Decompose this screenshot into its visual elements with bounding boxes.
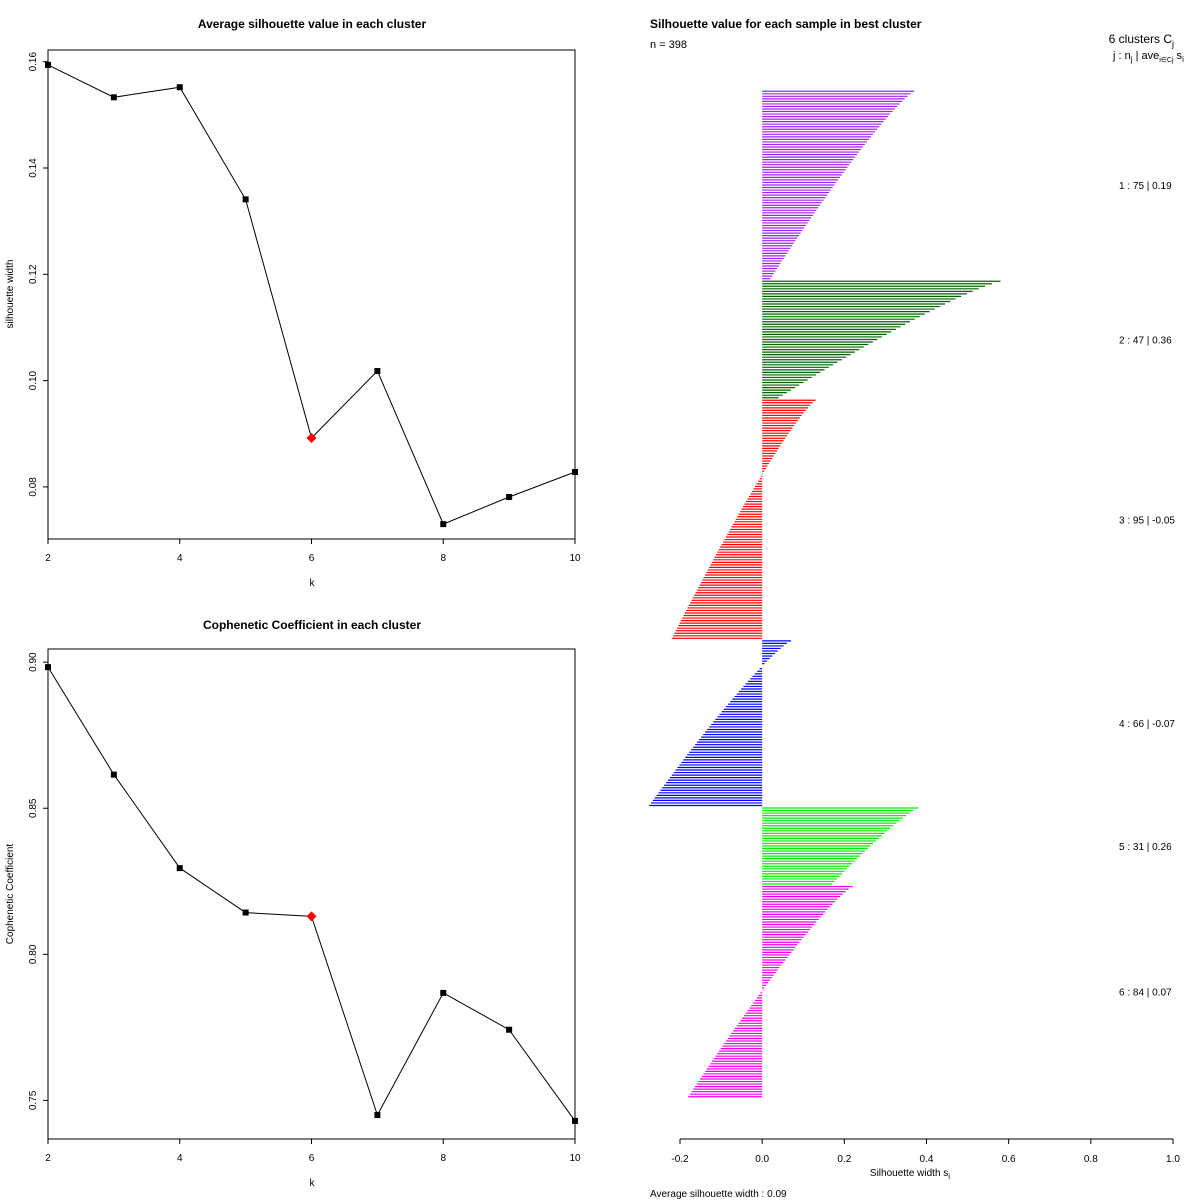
highlight-point xyxy=(306,911,317,922)
y-tick-label: 0.16 xyxy=(28,52,39,72)
x-tick-label: 10 xyxy=(569,1153,581,1164)
data-point xyxy=(440,521,447,528)
cophenetic-by-k-title: Cophenetic Coefficient in each cluster xyxy=(203,618,421,632)
data-point xyxy=(572,1117,578,1124)
data-point xyxy=(45,61,51,68)
x-tick-label: 0.2 xyxy=(837,1154,851,1165)
y-tick-label: 0.14 xyxy=(28,158,39,178)
y-tick-label: 0.90 xyxy=(28,652,39,672)
silhouette-by-k-plot-box xyxy=(47,49,576,540)
cophenetic-by-k-panel: Cophenetic Coefficient in each cluster k… xyxy=(5,618,581,1189)
series-line xyxy=(47,64,576,525)
silhouette-plot-title: Silhouette value for each sample in best… xyxy=(650,17,922,31)
x-tick-label: 4 xyxy=(177,1153,183,1164)
legend-title: 6 clusters C xyxy=(1109,32,1173,46)
x-tick-label: 6 xyxy=(309,1153,315,1164)
x-tick-label: 4 xyxy=(177,553,183,564)
highlight-point xyxy=(306,433,317,444)
cluster-legend-label: 4 : 66 | -0.07 xyxy=(1119,719,1175,730)
x-tick-label: 2 xyxy=(45,1153,51,1164)
silhouette-bars xyxy=(649,90,1001,1098)
silhouette-plot-n-label: n = 398 xyxy=(650,39,687,51)
x-tick-label: 1.0 xyxy=(1166,1154,1180,1165)
data-point xyxy=(242,196,249,203)
silhouette-x-ticks: -0.2 0.0 0.2 0.4 0.6 0.8 1.0 xyxy=(671,1139,1180,1165)
cophenetic-by-k-plot-box xyxy=(47,648,576,1140)
silhouette-by-k-xticks: 2 4 6 8 10 xyxy=(45,539,581,564)
legend-title-subscript: j xyxy=(1171,39,1174,49)
silhouette-xlabel: Silhouette width si xyxy=(870,1168,950,1181)
data-point xyxy=(110,771,117,778)
data-point xyxy=(110,94,117,101)
cluster-legend-label: 2 : 47 | 0.36 xyxy=(1119,335,1172,346)
x-tick-label: -0.2 xyxy=(671,1154,689,1165)
silhouette-by-k-series xyxy=(45,61,578,528)
silhouette-by-k-ylabel: silhouette width xyxy=(5,260,16,329)
data-point xyxy=(45,664,51,671)
cophenetic-by-k-yticks: 0.75 0.80 0.85 0.90 xyxy=(28,652,48,1110)
data-point xyxy=(506,1026,513,1033)
cophenetic-by-k-ylabel: Cophenetic Coefficient xyxy=(5,844,16,945)
cophenetic-by-k-series xyxy=(45,664,578,1124)
cluster-legend-label: 1 : 75 | 0.19 xyxy=(1119,181,1172,192)
x-tick-label: 8 xyxy=(440,553,446,564)
data-point xyxy=(572,469,578,476)
data-point xyxy=(374,368,381,375)
series-line xyxy=(47,666,576,1122)
x-tick-label: 8 xyxy=(440,1153,446,1164)
silhouette-by-k-yticks: 0.08 0.10 0.12 0.14 0.16 xyxy=(28,52,48,497)
silhouette-by-k-xlabel: k xyxy=(310,578,316,589)
legend-header: j : nj | avei∈Cj si xyxy=(1112,50,1184,64)
data-point xyxy=(440,989,447,996)
x-tick-label: 0.6 xyxy=(1002,1154,1016,1165)
y-tick-label: 0.12 xyxy=(28,264,39,284)
y-tick-label: 0.08 xyxy=(28,477,39,497)
silhouette-plot-panel: Silhouette value for each sample in best… xyxy=(649,17,1184,1200)
x-tick-label: 2 xyxy=(45,553,51,564)
silhouette-legend-header: 6 clusters C j j : nj | avei∈Cj si xyxy=(1109,32,1184,64)
data-point xyxy=(176,865,183,872)
cophenetic-by-k-xlabel: k xyxy=(310,1178,316,1189)
x-tick-label: 10 xyxy=(569,553,581,564)
y-tick-label: 0.85 xyxy=(28,798,39,818)
y-tick-label: 0.80 xyxy=(28,944,39,964)
cluster-legend-label: 6 : 84 | 0.07 xyxy=(1119,988,1172,999)
x-tick-label: 0.0 xyxy=(755,1154,769,1165)
silhouette-by-k-title: Average silhouette value in each cluster xyxy=(198,17,427,31)
cluster-legend-label: 3 : 95 | -0.05 xyxy=(1119,515,1175,526)
y-tick-label: 0.10 xyxy=(28,370,39,390)
average-silhouette-width: Average silhouette width : 0.09 xyxy=(650,1189,787,1200)
data-point xyxy=(242,909,249,916)
data-point xyxy=(374,1112,381,1119)
data-point xyxy=(506,494,513,501)
cluster-legend-label: 5 : 31 | 0.26 xyxy=(1119,842,1172,853)
cophenetic-by-k-xticks: 2 4 6 8 10 xyxy=(45,1139,581,1164)
silhouette-cluster-legend: 1 : 75 | 0.19 2 : 47 | 0.36 3 : 95 | -0.05… xyxy=(1119,181,1175,999)
x-tick-label: 0.8 xyxy=(1084,1154,1098,1165)
x-tick-label: 6 xyxy=(309,553,315,564)
data-point xyxy=(176,84,183,91)
y-tick-label: 0.75 xyxy=(28,1090,39,1110)
x-tick-label: 0.4 xyxy=(920,1154,934,1165)
silhouette-by-k-panel: Average silhouette value in each cluster… xyxy=(5,17,581,589)
